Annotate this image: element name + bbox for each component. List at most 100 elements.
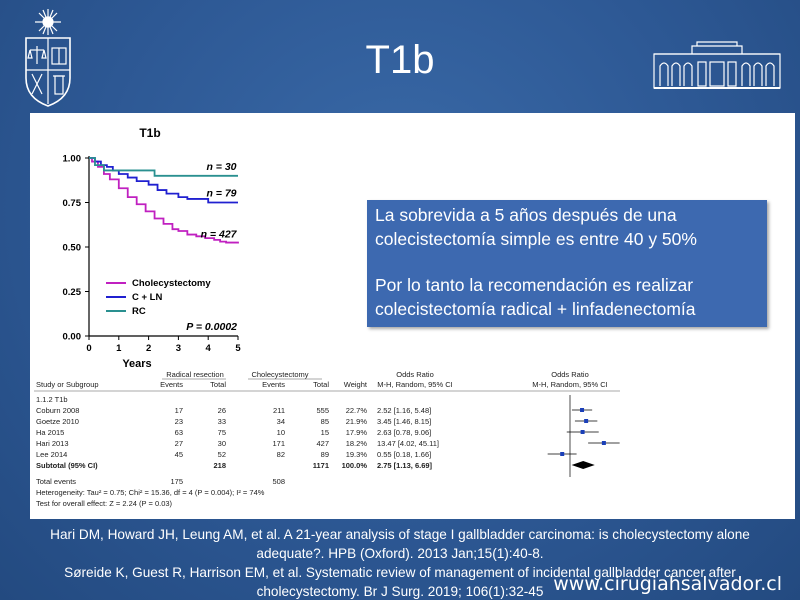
table-row: Goetze 2010 23 33 34 85 21.9% 3.45 [1.46, 8.15…: [36, 417, 431, 426]
or-point: [584, 419, 589, 423]
university-crest-logo: [25, 9, 71, 107]
or-point: [560, 452, 565, 456]
row-events-1: 45: [175, 450, 183, 459]
subtotal-row: Subtotal (95% CI) 218 1171 100.0% 2.75 [1.13…: [36, 461, 433, 470]
col-study: Study or Subgroup: [36, 380, 99, 389]
table-row: Coburn 2008 17 26 211 555 22.7% 2.52 [1.16, 5.…: [36, 406, 431, 415]
row-ci: 2.75 [1.13, 6.69]: [377, 461, 433, 470]
row-ci: 3.45 [1.46, 8.15]: [377, 417, 431, 426]
row-total-2: 85: [321, 417, 329, 426]
row-ci: 0.55 [0.18, 1.66]: [377, 450, 431, 459]
row-events-1: 63: [175, 428, 183, 437]
row-ci: 2.52 [1.16, 5.48]: [377, 406, 431, 415]
km-legend: Cholecystectomy C + LN RC: [106, 278, 211, 317]
row-study: Hari 2013: [36, 439, 69, 448]
row-events-1: 17: [175, 406, 183, 415]
km-line-rc: [89, 157, 238, 177]
or-point: [580, 408, 585, 412]
conclusion-callout: La sobrevida a 5 años después de una col…: [367, 200, 767, 327]
km-x-tick-label: 4: [206, 343, 212, 354]
row-total-2: 427: [316, 439, 329, 448]
km-n-label: n = 427: [201, 228, 238, 240]
reference-2-line-1: Søreide K, Guest R, Harrison EM, et al. …: [64, 565, 736, 580]
row-events-2: 211: [273, 406, 285, 415]
group-header-radical: Radical resection: [166, 370, 224, 379]
or-point: [580, 430, 585, 434]
col-ci-text: M-H, Random, 95% CI: [377, 380, 452, 389]
col-ci-plot: M-H, Random, 95% CI: [532, 380, 607, 389]
reference-1-line-2: adequate?. HPB (Oxford). 2013 Jan;15(1):…: [256, 546, 544, 561]
km-x-tick-label: 1: [116, 343, 122, 354]
total-events-label: Total events: [36, 477, 76, 486]
row-weight: 17.9%: [346, 428, 368, 437]
km-x-tick-label: 5: [235, 343, 241, 354]
km-y-tick-label: 1.00: [63, 154, 82, 165]
callout-line-1: La sobrevida a 5 años después de una: [375, 205, 677, 225]
km-x-tick-label: 2: [146, 343, 151, 354]
col-events-2: Events: [262, 380, 285, 389]
row-total-1: 218: [213, 461, 226, 470]
hospital-building-logo: [653, 41, 781, 89]
row-study: Ha 2015: [36, 428, 64, 437]
row-events-2: 171: [272, 439, 285, 448]
subgroup-label: 1.1.2 T1b: [36, 395, 68, 404]
row-events-1: 23: [175, 417, 183, 426]
group-header-or-left: Odds Ratio: [396, 370, 434, 379]
row-weight: 19.3%: [346, 450, 368, 459]
km-line-cholecystectomy: [89, 157, 239, 244]
col-total-2: Total: [313, 380, 329, 389]
row-study: Lee 2014: [36, 450, 67, 459]
km-y-tick-label: 0.00: [63, 332, 82, 343]
group-header-cholecystectomy: Cholecystectomy: [251, 370, 308, 379]
compass-icon: [31, 73, 43, 95]
content-panel: T1b 0.00 0.25 0.50 0.75 1.00 0 1 2 3 4 5 n = 427 n …: [30, 113, 795, 519]
km-series: [89, 157, 239, 244]
table-row: Lee 2014 45 52 82 89 19.3% 0.55 [0.18, 1.66]: [36, 450, 431, 459]
row-total-1: 26: [218, 406, 226, 415]
table-row: Ha 2015 63 75 10 15 17.9% 2.63 [0.78, 9.06]: [36, 428, 431, 437]
website-url: www.cirugiahsalvador.cl: [553, 573, 782, 595]
km-axes: 0.00 0.25 0.50 0.75 1.00 0 1 2 3 4 5: [63, 154, 242, 355]
or-point: [601, 441, 606, 445]
slide-title: T1b: [365, 38, 435, 82]
col-events-1: Events: [160, 380, 183, 389]
legend-label-cholecystectomy: Cholecystectomy: [132, 278, 211, 289]
row-ci: 2.63 [0.78, 9.06]: [377, 428, 431, 437]
row-ci: 13.47 [4.02, 45.11]: [377, 439, 439, 448]
callout-line-3: Por lo tanto la recomendación es realiza…: [375, 275, 694, 295]
heterogeneity-text: Heterogeneity: Tau² = 0.75; Chi² = 15.36…: [36, 488, 265, 497]
callout-line-2: colecistectomía simple es entre 40 y 50%: [375, 228, 697, 249]
legend-label-cln: C + LN: [132, 292, 162, 303]
forest-plot: Radical resection Cholecystectomy Odds R…: [34, 370, 620, 508]
km-y-tick-label: 0.25: [63, 287, 82, 298]
km-x-tick-label: 3: [176, 343, 181, 354]
total-events-2: 508: [272, 477, 285, 486]
row-study: Goetze 2010: [36, 417, 79, 426]
group-header-or-right: Odds Ratio: [551, 370, 589, 379]
km-labels: n = 427 n = 79 n = 30: [201, 161, 238, 241]
row-total-1: 33: [218, 417, 226, 426]
km-title: T1b: [139, 126, 160, 140]
km-y-tick-label: 0.50: [63, 243, 82, 254]
km-line-c-ln: [89, 157, 238, 204]
km-n-label: n = 79: [206, 188, 236, 200]
book-icon: [51, 47, 67, 65]
row-total-1: 30: [218, 439, 226, 448]
scales-icon: [27, 46, 47, 64]
sun-rays-icon: [35, 9, 61, 35]
km-pvalue: P = 0.0002: [186, 321, 237, 333]
row-events-1: 27: [175, 439, 183, 448]
reference-2-line-2: cholecystectomy. Br J Surg. 2019; 106(1)…: [256, 584, 544, 599]
row-total-1: 52: [218, 450, 226, 459]
table-row: Hari 2013 27 30 171 427 18.2% 13.47 [4.02, 45.…: [36, 439, 439, 448]
row-total-2: 555: [316, 406, 329, 415]
row-total-2: 15: [321, 428, 329, 437]
km-x-tick-label: 0: [86, 343, 91, 354]
km-xlabel: Years: [122, 358, 151, 370]
overall-effect-text: Test for overall effect: Z = 2.24 (P = 0…: [36, 499, 173, 508]
row-weight: 100.0%: [342, 461, 368, 470]
row-total-2: 89: [321, 450, 329, 459]
row-events-2: 34: [277, 417, 285, 426]
row-weight: 22.7%: [346, 406, 368, 415]
row-weight: 21.9%: [346, 417, 368, 426]
